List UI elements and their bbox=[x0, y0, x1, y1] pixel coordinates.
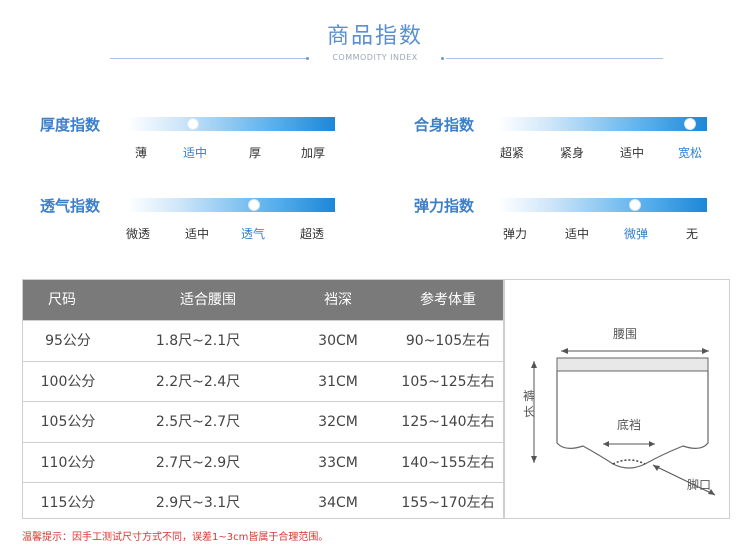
cell-weight: 155~170左右 bbox=[401, 495, 495, 511]
crotch-stitch bbox=[612, 459, 646, 465]
cell-crotch-depth: 31CM bbox=[318, 373, 358, 390]
cell-crotch-depth: 30CM bbox=[318, 333, 358, 349]
page-subtitle: COMMODITY INDEX bbox=[332, 53, 418, 62]
briefs-body bbox=[556, 371, 709, 469]
header-line-right bbox=[446, 58, 663, 59]
cell-weight: 90~105左右 bbox=[405, 333, 491, 349]
index-option: 超透 bbox=[299, 227, 324, 241]
index-option: 透气 bbox=[240, 227, 265, 241]
cell-size: 100公分 bbox=[40, 373, 96, 390]
length-label-2: 长 bbox=[523, 405, 535, 419]
index-label: 合身指数 bbox=[414, 116, 475, 134]
index-option: 无 bbox=[685, 227, 698, 241]
header-line-left bbox=[110, 58, 306, 59]
table-row: 95公分 1.8尺~2.1尺 30CM 90~105左右 bbox=[23, 320, 503, 360]
waistband bbox=[556, 357, 709, 372]
index-option: 适中 bbox=[182, 146, 207, 160]
cell-waist: 2.2尺~2.4尺 bbox=[155, 373, 241, 390]
index-bar bbox=[127, 198, 335, 212]
index-label: 弹力指数 bbox=[414, 197, 475, 215]
cell-waist: 2.9尺~3.1尺 bbox=[155, 495, 241, 511]
cell-crotch-depth: 34CM bbox=[318, 495, 358, 511]
length-label-1: 裤 bbox=[523, 389, 535, 403]
crotch-label: 底裆 bbox=[617, 417, 641, 432]
cell-size: 105公分 bbox=[40, 414, 96, 430]
size-note: 温馨提示：因手工测试尺寸方式不同，误差1~3cm皆属于合理范围。 bbox=[22, 532, 329, 543]
header-dot-right bbox=[441, 57, 444, 60]
length-arrow-bottom bbox=[531, 456, 537, 463]
index-knob[interactable] bbox=[248, 199, 260, 211]
header-dot-left bbox=[306, 57, 309, 60]
index-option: 厚 bbox=[248, 146, 261, 160]
index-knob[interactable] bbox=[684, 118, 696, 130]
cell-weight: 140~155左右 bbox=[401, 454, 495, 471]
header-weight: 参考体重 bbox=[420, 292, 476, 308]
index-option: 紧身 bbox=[559, 146, 584, 160]
index-option: 超紧 bbox=[499, 146, 524, 160]
index-option: 微透 bbox=[125, 227, 150, 241]
table-row: 100公分 2.2尺~2.4尺 31CM 105~125左右 bbox=[23, 360, 503, 401]
size-diagram: 腰围 裤 长 底裆 脚口 bbox=[504, 279, 730, 519]
index-option: 适中 bbox=[564, 227, 589, 241]
page-title: 商品指数 bbox=[326, 24, 423, 49]
table-row: 105公分 2.5尺~2.7尺 32CM 125~140左右 bbox=[23, 401, 503, 441]
index-option: 弹力 bbox=[502, 227, 527, 241]
cell-size: 110公分 bbox=[40, 454, 96, 471]
index-label: 厚度指数 bbox=[40, 116, 101, 134]
header-crotch-depth: 裆深 bbox=[324, 292, 352, 308]
leg-arrow-head-2 bbox=[708, 489, 715, 495]
crotch-arrow-left bbox=[603, 441, 609, 447]
index-option: 薄 bbox=[134, 146, 147, 160]
index-option: 适中 bbox=[184, 227, 209, 241]
size-table: 尺码 适合腰围 裆深 参考体重 95公分 1.8尺~2.1尺 30CM 90~105左… bbox=[22, 279, 504, 519]
crotch-arrow-right bbox=[649, 441, 655, 447]
index-label: 透气指数 bbox=[40, 197, 101, 215]
cell-weight: 105~125左右 bbox=[401, 373, 495, 390]
leg-arrow-head-1 bbox=[653, 465, 660, 471]
cell-weight: 125~140左右 bbox=[401, 414, 495, 430]
index-knob[interactable] bbox=[187, 118, 199, 130]
index-option: 宽松 bbox=[677, 146, 702, 160]
length-arrow-top bbox=[531, 361, 537, 368]
briefs-diagram: 腰围 裤 长 底裆 脚口 bbox=[523, 327, 716, 496]
cell-size: 95公分 bbox=[45, 333, 91, 349]
table-header: 尺码 适合腰围 裆深 参考体重 bbox=[23, 280, 503, 320]
leg-arrow-line bbox=[652, 464, 716, 496]
index-option: 适中 bbox=[619, 146, 644, 160]
index-option: 微弹 bbox=[623, 227, 648, 241]
cell-crotch-depth: 32CM bbox=[318, 414, 358, 430]
cell-waist: 2.7尺~2.9尺 bbox=[155, 454, 241, 471]
table-row: 110公分 2.7尺~2.9尺 33CM 140~155左右 bbox=[23, 441, 503, 482]
leg-label: 脚口 bbox=[687, 477, 711, 492]
table-row: 115公分 2.9尺~3.1尺 34CM 155~170左右 bbox=[23, 482, 503, 522]
header-size: 尺码 bbox=[48, 292, 76, 308]
index-bar bbox=[498, 117, 707, 131]
cell-crotch-depth: 33CM bbox=[318, 454, 358, 471]
waist-arrow-left bbox=[561, 348, 568, 354]
index-knob[interactable] bbox=[629, 199, 641, 211]
cell-waist: 1.8尺~2.1尺 bbox=[155, 333, 241, 349]
header-waist: 适合腰围 bbox=[180, 292, 236, 308]
waist-arrow-right bbox=[702, 348, 709, 354]
waist-label: 腰围 bbox=[613, 327, 637, 341]
cell-size: 115公分 bbox=[40, 495, 96, 511]
index-option: 加厚 bbox=[300, 146, 325, 160]
index-bar bbox=[498, 198, 707, 212]
index-bar bbox=[127, 117, 335, 131]
cell-waist: 2.5尺~2.7尺 bbox=[155, 414, 241, 430]
